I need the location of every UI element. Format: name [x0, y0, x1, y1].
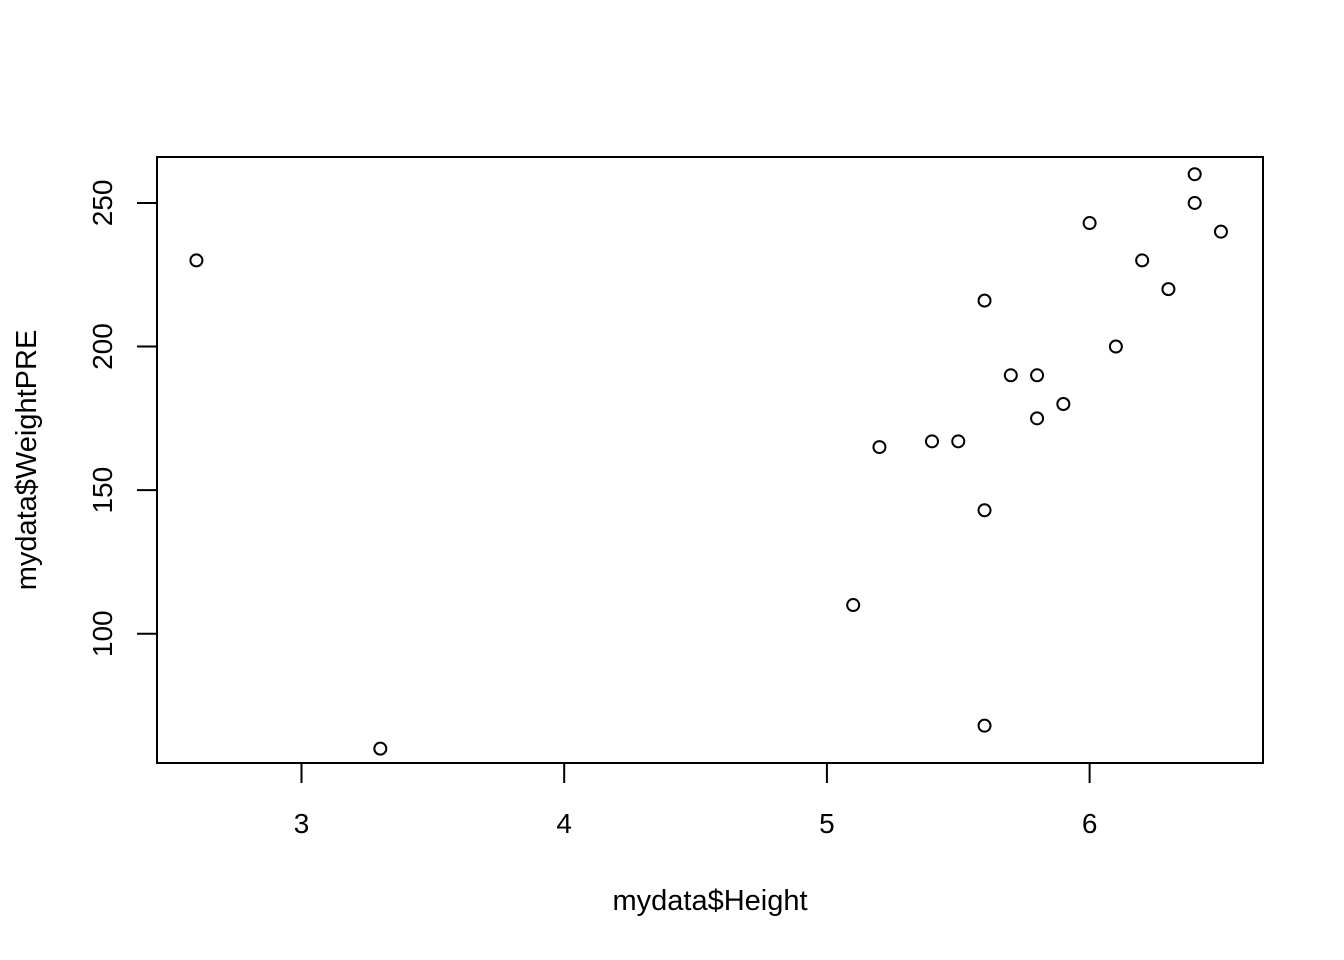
data-point	[1135, 253, 1150, 268]
y-tick-label: 100	[87, 610, 118, 657]
data-point	[951, 434, 966, 449]
y-tick-label: 250	[87, 180, 118, 227]
x-tick-label: 4	[556, 808, 572, 839]
data-points	[189, 167, 1228, 756]
x-tick-label: 6	[1082, 808, 1098, 839]
x-tick-label: 5	[819, 808, 835, 839]
data-point	[846, 598, 861, 613]
data-point	[1003, 368, 1018, 383]
y-tick-label: 150	[87, 467, 118, 514]
data-point	[1108, 339, 1123, 354]
x-axis-title: mydata$Height	[612, 885, 807, 917]
data-point	[1030, 411, 1045, 426]
data-point	[1187, 167, 1202, 182]
data-point	[977, 718, 992, 733]
data-point	[1056, 396, 1071, 411]
x-tick-label: 3	[294, 808, 310, 839]
data-point	[977, 503, 992, 518]
y-axis-title: mydata$WeightPRE	[11, 330, 43, 591]
data-point	[1161, 282, 1176, 297]
y-tick-label: 200	[87, 323, 118, 370]
data-point	[924, 434, 939, 449]
data-point	[872, 440, 887, 455]
data-point	[373, 741, 388, 756]
data-point	[1213, 224, 1228, 239]
y-axis: 100 150 200 250	[87, 180, 158, 657]
x-axis: 3 4 5 6	[294, 762, 1098, 839]
data-point	[977, 293, 992, 308]
data-point	[1030, 368, 1045, 383]
data-point	[1187, 195, 1202, 210]
data-point	[189, 253, 204, 268]
data-point	[1082, 216, 1097, 231]
